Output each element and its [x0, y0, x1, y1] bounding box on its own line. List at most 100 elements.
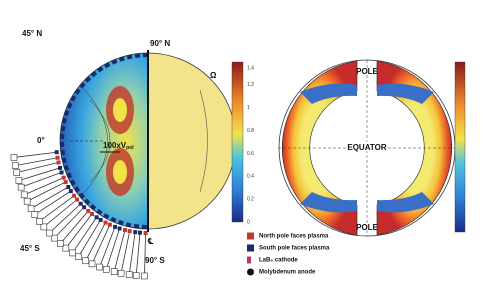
magnet	[82, 257, 89, 265]
magnet-face	[78, 201, 83, 206]
magnet-rod	[144, 230, 147, 276]
magnet	[10, 154, 18, 161]
magnet-rod	[78, 217, 102, 257]
magnet-rod	[48, 202, 83, 234]
magnet-rod	[16, 161, 61, 173]
magnet	[23, 197, 31, 205]
magnet-rod	[105, 226, 121, 270]
magnet-face	[75, 197, 80, 202]
magnet-rod	[21, 171, 64, 188]
magnet-face	[54, 150, 59, 155]
magnet	[17, 183, 25, 191]
legend-swatch	[247, 268, 254, 276]
colorbar-tick-label: 0.8	[247, 128, 254, 134]
magnet-face	[117, 226, 122, 231]
field-core	[113, 98, 127, 122]
magnet-rod	[43, 197, 79, 228]
magnet	[15, 177, 23, 184]
magnet-rod	[113, 228, 126, 272]
magnet-rod	[53, 205, 86, 239]
magnet	[75, 253, 82, 261]
label: POLE	[356, 223, 378, 232]
magnet	[96, 263, 103, 271]
field-core	[113, 160, 127, 184]
magnet-rod	[15, 157, 60, 166]
magnet-face	[59, 170, 64, 175]
magnet-face	[63, 180, 68, 185]
magnet-rod	[13, 151, 59, 158]
magnet	[88, 260, 96, 268]
magnet-face	[137, 230, 142, 235]
magnet-face	[58, 165, 63, 170]
colorbar-tick-label: 1	[247, 105, 250, 111]
magnet-rod	[128, 230, 136, 275]
legend-swatch	[247, 232, 254, 240]
label: 90° S	[145, 256, 165, 265]
label: 0°	[37, 136, 45, 145]
legend-label: South pole faces plasma	[259, 246, 330, 252]
magnet	[57, 240, 64, 247]
magnet	[45, 229, 53, 237]
magnet-rod	[60, 209, 90, 244]
colorbar-tick-label: 0	[247, 219, 250, 225]
magnet-face	[72, 193, 77, 198]
magnet	[13, 169, 21, 176]
magnet	[20, 191, 28, 199]
magnet-face	[86, 208, 91, 213]
magnet	[50, 234, 58, 242]
magnet	[132, 272, 140, 279]
label: ℄	[147, 237, 154, 246]
legend: North pole faces plasma South pole faces …	[247, 232, 330, 276]
magnet-face	[68, 189, 73, 194]
magnet-rod	[34, 189, 73, 215]
magnet-face	[122, 228, 127, 233]
magnet-face	[82, 205, 87, 210]
magnet-face	[61, 175, 66, 180]
magnet	[11, 162, 19, 169]
magnet-rod	[65, 212, 94, 249]
label: POLE	[356, 67, 378, 76]
magnet-face	[98, 217, 103, 222]
label: 90° N	[150, 39, 170, 48]
magnet-face	[94, 215, 99, 220]
label: Ω	[210, 71, 217, 80]
magnet-rod	[24, 176, 66, 196]
legend-label: North pole faces plasma	[259, 234, 329, 240]
label: EQUATOR	[347, 143, 386, 152]
magnet	[125, 271, 133, 278]
magnet-face	[127, 229, 132, 234]
colorbar-tick-label: 1.4	[247, 65, 254, 71]
magnet-face	[56, 160, 61, 165]
field-right	[148, 53, 236, 229]
magnet-rod	[39, 194, 76, 222]
pole-region	[377, 83, 434, 104]
pole-region	[300, 192, 357, 213]
magnet	[102, 266, 110, 273]
magnet-face	[103, 220, 108, 225]
magnet-face	[113, 224, 118, 229]
colorbar	[231, 61, 244, 223]
magnet-rod	[135, 230, 141, 276]
magnet-array	[10, 150, 148, 280]
magnet	[110, 268, 118, 275]
magnet-rod	[120, 229, 131, 274]
colorbar	[454, 61, 466, 233]
shell-right	[376, 60, 453, 236]
magnet-face	[66, 185, 71, 189]
magnet-rod	[27, 180, 68, 202]
legend-swatch	[247, 256, 251, 264]
contour	[89, 99, 111, 183]
magnet	[117, 269, 125, 277]
magnet-rod	[99, 224, 117, 268]
right-figure: POLE EQUATOR POLE	[278, 59, 466, 237]
magnet	[27, 205, 35, 212]
magnet-face	[89, 211, 94, 216]
magnet-rod	[72, 215, 99, 254]
pole-region	[377, 192, 434, 213]
label: 45° N	[22, 29, 42, 38]
pole-region	[300, 83, 357, 104]
magnet-face	[55, 155, 60, 160]
colorbar-tick-label: 0.2	[247, 196, 254, 202]
contour	[74, 79, 108, 203]
colorbar-tick-label: 1.2	[247, 82, 254, 88]
